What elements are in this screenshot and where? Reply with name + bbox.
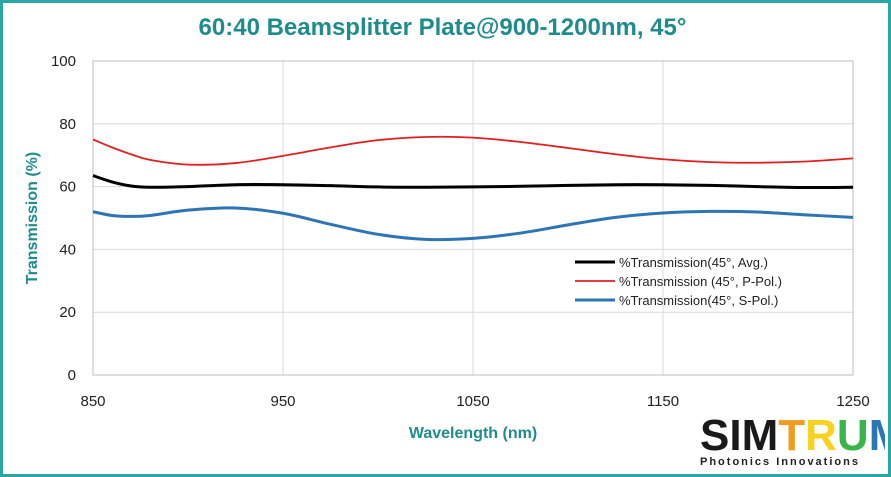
grid bbox=[92, 60, 854, 376]
y-tick-label: 80 bbox=[59, 116, 76, 133]
logo-word: SIMTRUM bbox=[700, 411, 885, 460]
series-line-2 bbox=[92, 206, 854, 242]
series-lines bbox=[92, 135, 854, 242]
logo-tagline: Photonics Innovations bbox=[700, 456, 860, 468]
legend-label: %Transmission(45°, S-Pol.) bbox=[619, 293, 778, 308]
x-tick-label: 850 bbox=[80, 393, 105, 410]
x-axis-title: Wavelength (nm) bbox=[409, 425, 537, 442]
y-axis-ticks: 0 20 40 60 80 100 bbox=[51, 53, 76, 384]
x-tick-label: 1150 bbox=[647, 393, 679, 410]
y-tick-label: 100 bbox=[51, 53, 76, 70]
chart-title: 60:40 Beamsplitter Plate@900-1200nm, 45° bbox=[198, 14, 687, 41]
x-axis-ticks: 850 950 1050 1150 1250 bbox=[80, 393, 869, 410]
legend-label: %Transmission (45°, P-Pol.) bbox=[619, 274, 782, 289]
x-tick-label: 950 bbox=[270, 393, 295, 410]
y-tick-label: 0 bbox=[68, 367, 76, 384]
plot-border bbox=[92, 60, 854, 376]
series-line-1 bbox=[92, 135, 854, 166]
y-tick-label: 20 bbox=[59, 304, 76, 321]
simtrum-logo: SIMTRUM Photonics Innovations bbox=[700, 411, 885, 468]
logo-word-left: SIM bbox=[700, 411, 778, 460]
series-line-0 bbox=[92, 174, 854, 190]
x-tick-label: 1050 bbox=[456, 393, 489, 410]
y-axis-title: Transmission (%) bbox=[24, 152, 41, 284]
y-tick-label: 40 bbox=[59, 241, 76, 258]
legend: %Transmission(45°, Avg.) %Transmission (4… bbox=[575, 255, 782, 308]
legend-label: %Transmission(45°, Avg.) bbox=[619, 255, 768, 270]
y-tick-label: 60 bbox=[59, 179, 76, 196]
logo-word-right: TRUM bbox=[778, 411, 885, 460]
x-tick-label: 1250 bbox=[836, 393, 869, 410]
